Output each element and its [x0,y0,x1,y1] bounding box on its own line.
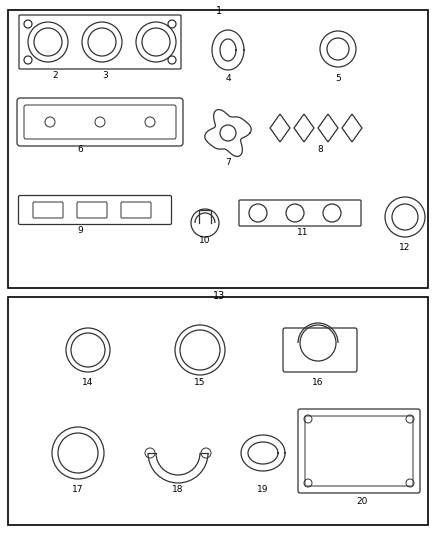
Text: 5: 5 [335,74,341,83]
Text: 1: 1 [216,6,222,16]
Text: 14: 14 [82,378,94,387]
Text: 9: 9 [77,226,83,235]
Text: 4: 4 [225,74,231,83]
Text: 6: 6 [77,145,83,154]
Text: 10: 10 [199,236,211,245]
Text: 7: 7 [225,158,231,167]
Text: 19: 19 [257,485,269,494]
Text: 12: 12 [399,243,411,252]
Text: 17: 17 [72,485,84,494]
Text: 15: 15 [194,378,206,387]
Bar [8,10,428,288]
Text: 13: 13 [213,291,225,301]
Text: 18: 18 [172,485,184,494]
Text: 16: 16 [312,378,324,387]
Text: 2: 2 [52,71,58,80]
Bar [8,297,428,525]
Text: 20: 20 [356,497,367,506]
Text: 11: 11 [297,228,309,237]
Text: 3: 3 [102,71,108,80]
Text: 8: 8 [317,145,323,154]
